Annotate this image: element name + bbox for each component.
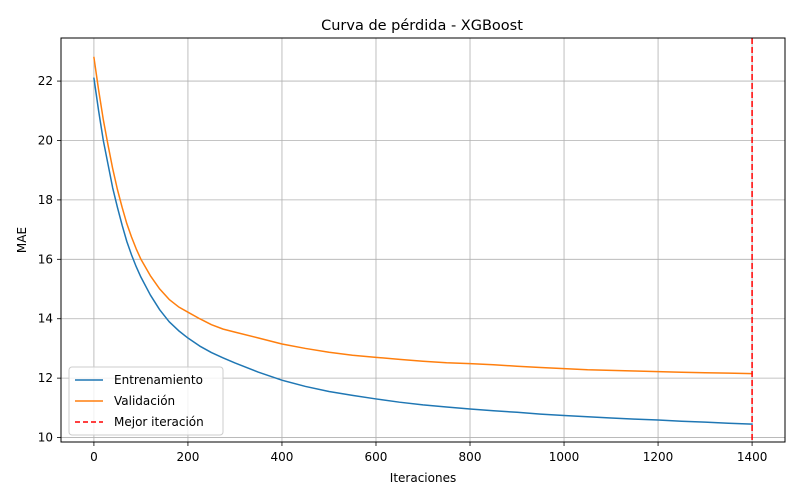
x-tick-label: 400 [271, 450, 294, 464]
y-tick-label: 10 [38, 431, 53, 445]
x-tick-label: 600 [365, 450, 388, 464]
y-tick-label: 22 [38, 74, 53, 88]
legend-label-best: Mejor iteración [114, 415, 204, 429]
y-axis-label: MAE [15, 227, 29, 253]
x-tick-label: 800 [459, 450, 482, 464]
x-tick-label: 200 [176, 450, 199, 464]
legend: Entrenamiento Validación Mejor iteración [68, 366, 224, 436]
y-tick-label: 14 [38, 312, 53, 326]
chart-title: Curva de pérdida - XGBoost [321, 18, 523, 34]
grid [61, 38, 785, 442]
legend-label-train: Entrenamiento [114, 373, 203, 387]
x-tick-label: 1400 [737, 450, 768, 464]
x-tick-label: 1200 [643, 450, 674, 464]
x-axis-label: Iteraciones [390, 471, 456, 485]
y-tick-label: 18 [38, 193, 53, 207]
legend-box [68, 366, 224, 436]
x-tick-label: 1000 [549, 450, 580, 464]
y-axis-ticks: 10 12 14 16 18 20 22 [38, 74, 61, 445]
series-line-train [93, 77, 753, 425]
legend-label-validation: Validación [114, 394, 175, 408]
plot-frame [60, 37, 786, 443]
y-tick-label: 16 [38, 252, 53, 266]
y-tick-label: 12 [38, 371, 53, 385]
y-tick-label: 20 [38, 133, 53, 147]
x-tick-label: 0 [90, 450, 98, 464]
series-line-validation [93, 56, 753, 375]
x-axis-ticks: 0 200 400 600 800 1000 1200 1400 [90, 442, 767, 464]
series-layer [93, 56, 753, 425]
